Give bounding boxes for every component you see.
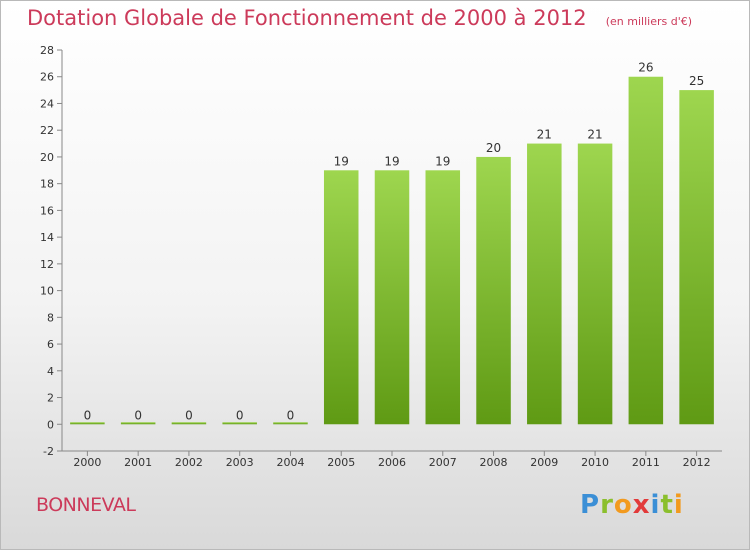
y-tick-label: 4 — [47, 365, 54, 378]
x-tick-label: 2000 — [73, 456, 101, 469]
y-tick-label: 2 — [47, 392, 54, 405]
data-label: 0 — [84, 408, 92, 422]
data-label: 0 — [185, 408, 193, 422]
bar — [374, 170, 410, 425]
bar — [476, 156, 511, 425]
title-row: Dotation Globale de Fonctionnement de 20… — [27, 6, 692, 30]
y-tick-label: 24 — [40, 97, 54, 110]
bar — [171, 422, 207, 425]
bar — [323, 170, 359, 425]
proxiti-logo: Proxiti — [580, 490, 684, 520]
x-axis: 2000 2001 2002 2003 2004 2005 2006 2007 2008 2009… — [62, 450, 722, 469]
x-tick-label: 2005 — [327, 456, 355, 469]
x-tick-label: 2001 — [124, 456, 152, 469]
chart-title: Dotation Globale de Fonctionnement de 20… — [27, 6, 587, 30]
y-tick-label: 26 — [40, 71, 54, 84]
data-label: 25 — [689, 74, 704, 88]
x-tick-label: 2003 — [226, 456, 254, 469]
data-label: 0 — [236, 408, 244, 422]
bar — [120, 422, 156, 425]
data-label: 19 — [334, 154, 349, 168]
data-label: 0 — [134, 408, 142, 422]
y-tick-label: 8 — [47, 311, 54, 324]
x-tick-label: 2006 — [378, 456, 406, 469]
y-tick-label: 16 — [40, 204, 54, 217]
x-tick-label: 2007 — [429, 456, 457, 469]
y-tick-label: 20 — [40, 151, 54, 164]
y-tick-label: 12 — [40, 258, 54, 271]
x-tick-label: 2004 — [276, 456, 304, 469]
data-label: 26 — [638, 61, 653, 75]
x-tick-label: 2010 — [581, 456, 609, 469]
x-tick-label: 2008 — [480, 456, 508, 469]
chart-unit: (en milliers d'€) — [605, 15, 693, 28]
bar — [679, 90, 714, 425]
data-label: 0 — [287, 408, 295, 422]
bar — [628, 76, 664, 425]
bar — [527, 143, 562, 425]
data-label: 20 — [486, 141, 501, 155]
bar — [222, 422, 257, 425]
y-tick-label: 18 — [40, 178, 54, 191]
data-label: 19 — [384, 154, 399, 168]
y-tick-label: 10 — [40, 285, 54, 298]
data-label: 21 — [587, 128, 602, 142]
x-tick-label: 2012 — [683, 456, 711, 469]
y-tick-label: 22 — [40, 124, 54, 137]
data-label: 19 — [435, 154, 450, 168]
y-tick-label: 0 — [47, 418, 54, 431]
y-tick-label: 14 — [40, 231, 54, 244]
bar — [70, 422, 105, 425]
data-label: 21 — [537, 128, 552, 142]
bar — [425, 170, 461, 425]
y-tick-label: 28 — [40, 44, 54, 57]
x-tick-label: 2009 — [530, 456, 558, 469]
y-tick-label: 6 — [47, 338, 54, 351]
data-labels: 0 0 0 0 0 19 19 19 20 21 21 26 25 — [84, 61, 705, 423]
x-tick-label: 2011 — [632, 456, 660, 469]
commune-name: BONNEVAL — [36, 494, 136, 516]
bars — [70, 76, 714, 425]
y-tick-label: -2 — [43, 445, 54, 458]
bar — [273, 422, 308, 425]
x-tick-label: 2002 — [175, 456, 203, 469]
bar — [577, 143, 613, 425]
